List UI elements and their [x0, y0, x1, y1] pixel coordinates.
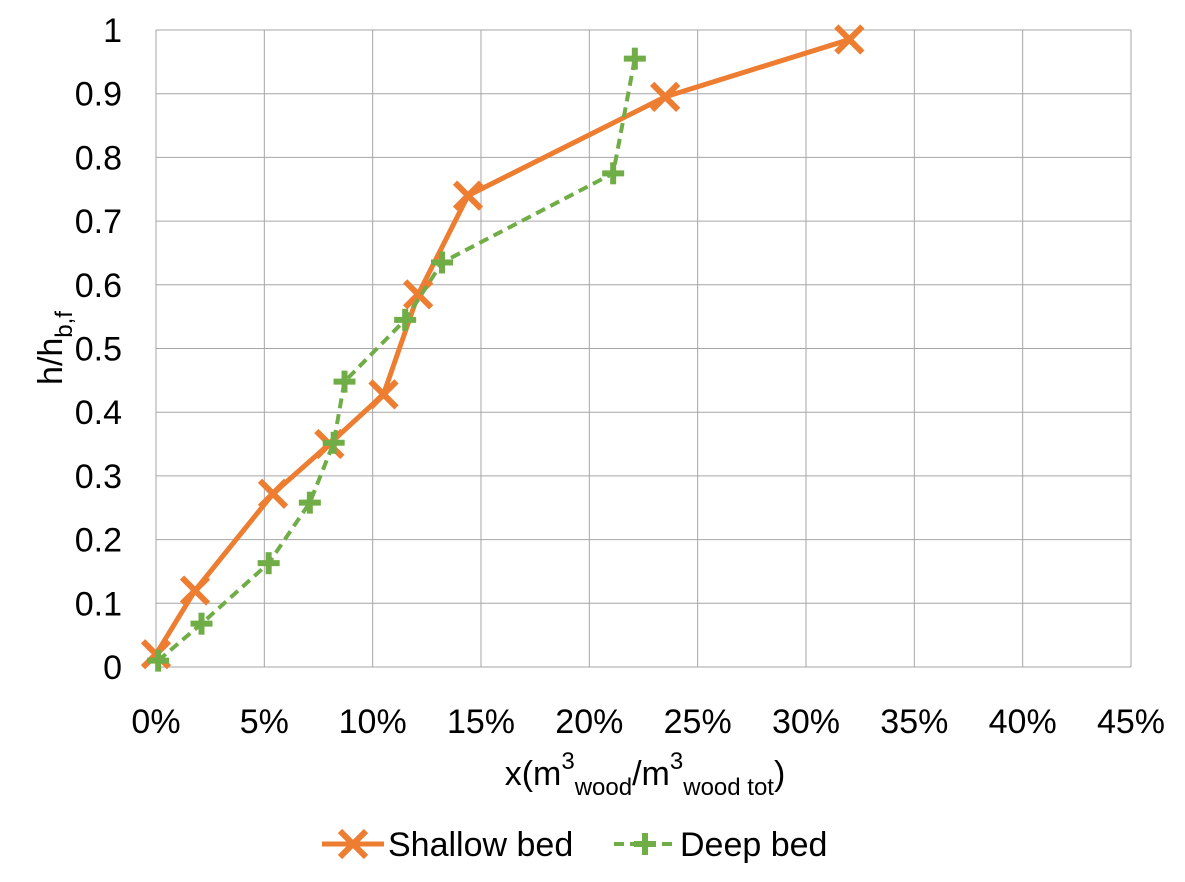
data-point — [147, 649, 170, 672]
legend-marker-deep-bed — [634, 833, 656, 855]
data-point — [623, 47, 646, 70]
y-tick-label: 0.6 — [75, 267, 122, 305]
legend-label-shallow-bed: Shallow bed — [388, 826, 573, 864]
data-point — [190, 612, 213, 635]
tick-labels: 0% 5% 10% 15% 20% 25% 30% 35% 40% 45% 0 0.1 0.2 0.3 0.… — [75, 12, 1165, 741]
series-deep-bed — [147, 47, 646, 672]
y-tick-label: 0.5 — [75, 331, 122, 369]
y-tick-label: 1 — [103, 12, 122, 50]
x-axis-title-sup-1: 3 — [561, 748, 574, 775]
x-axis-title-sup-2: 3 — [670, 748, 683, 775]
data-point — [834, 24, 865, 55]
data-point — [368, 379, 399, 410]
x-tick-label: 35% — [880, 703, 948, 741]
x-tick-label: 0% — [131, 703, 180, 741]
y-tick-label: 0.9 — [75, 76, 122, 114]
legend-marker-shallow-bed — [337, 828, 369, 860]
x-axis-title-end: ) — [774, 755, 785, 793]
x-tick-label: 25% — [664, 703, 732, 741]
x-axis-title-sub-1: wood — [574, 774, 632, 801]
series-line — [156, 58, 637, 663]
data-point — [179, 575, 211, 606]
data-point — [257, 552, 280, 575]
x-axis-title-mid: /m — [632, 755, 670, 793]
y-tick-label: 0.2 — [75, 522, 122, 560]
y-tick-label: 0 — [103, 649, 122, 687]
gridlines — [155, 29, 1132, 668]
x-axis-title: x(m3wood/m3wood tot) — [505, 748, 786, 801]
legend: Shallow bed Deep bed — [322, 826, 827, 864]
x-tick-label: 40% — [989, 703, 1057, 741]
x-axis-title-sub-2: wood tot — [682, 774, 774, 801]
x-tick-label: 45% — [1097, 703, 1165, 741]
x-tick-label: 15% — [447, 703, 515, 741]
x-tick-label: 20% — [555, 703, 623, 741]
y-tick-label: 0.8 — [75, 139, 122, 177]
x-tick-label: 30% — [772, 703, 840, 741]
data-point — [333, 370, 356, 393]
data-point — [394, 308, 417, 331]
data-point — [602, 162, 625, 185]
data-point — [322, 431, 345, 454]
y-tick-label: 0.1 — [75, 585, 122, 623]
data-point — [257, 478, 289, 509]
x-tick-label: 5% — [240, 703, 289, 741]
data-point — [403, 279, 434, 310]
legend-item-shallow-bed[interactable]: Shallow bed — [322, 826, 573, 864]
series-shallow-bed — [140, 24, 865, 670]
series-group — [140, 24, 865, 672]
y-tick-label: 0.7 — [75, 203, 122, 241]
data-point — [431, 251, 453, 274]
y-tick-label: 0.4 — [75, 394, 122, 432]
x-tick-label: 10% — [339, 703, 407, 741]
y-axis-title: h/hb,f — [32, 311, 78, 385]
data-point — [298, 491, 321, 514]
y-tick-label: 0.3 — [75, 458, 122, 496]
data-point — [452, 180, 484, 211]
data-point — [650, 81, 681, 113]
legend-item-deep-bed[interactable]: Deep bed — [614, 826, 827, 864]
y-axis-title-subscript: b,f — [51, 311, 78, 338]
legend-label-deep-bed: Deep bed — [680, 826, 827, 864]
